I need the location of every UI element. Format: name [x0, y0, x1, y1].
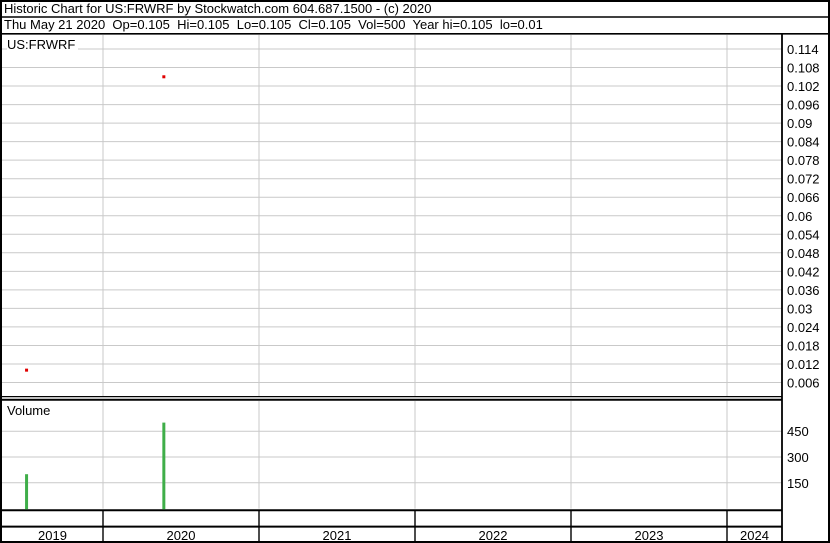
year-label: 2019: [38, 528, 67, 543]
price-axis-label: 0.018: [787, 338, 820, 353]
price-axis-label: 0.102: [787, 79, 820, 94]
price-point: [25, 368, 29, 372]
price-axis-label: 0.114: [787, 42, 819, 57]
price-axis-label: 0.006: [787, 376, 820, 391]
price-axis-label: 0.066: [787, 190, 820, 205]
price-axis-label: 0.09: [787, 116, 812, 131]
price-axis-label: 0.096: [787, 98, 820, 113]
year-label: 2020: [167, 528, 196, 543]
price-axis-label: 0.036: [787, 283, 820, 298]
price-axis-label: 0.078: [787, 153, 820, 168]
price-axis-label: 0.108: [787, 61, 820, 76]
volume-panel-label: Volume: [7, 404, 54, 418]
year-label: 2023: [635, 528, 664, 543]
price-axis-label: 0.024: [787, 320, 820, 335]
price-axis-label: 0.054: [787, 227, 820, 242]
chart-title: Historic Chart for US:FRWRF by Stockwatc…: [4, 1, 432, 16]
volume-axis-label: 450: [787, 424, 809, 439]
price-axis-label: 0.042: [787, 264, 820, 279]
volume-bar: [162, 422, 166, 510]
price-axis-label: 0.048: [787, 246, 820, 261]
price-axis-label: 0.06: [787, 209, 812, 224]
price-point: [162, 75, 166, 79]
price-axis-label: 0.03: [787, 301, 812, 316]
quote-summary-line: Thu May 21 2020 Op=0.105 Hi=0.105 Lo=0.1…: [4, 17, 543, 32]
price-axis-label: 0.012: [787, 357, 820, 372]
price-axis-label: 0.084: [787, 135, 820, 150]
symbol-label: US:FRWRF: [7, 38, 79, 52]
year-label: 2022: [479, 528, 508, 543]
volume-axis-label: 300: [787, 450, 809, 465]
price-axis-label: 0.072: [787, 172, 820, 187]
volume-bar: [25, 474, 29, 510]
volume-axis-label: 150: [787, 476, 809, 491]
year-label: 2024: [740, 528, 769, 543]
year-label: 2021: [323, 528, 352, 543]
